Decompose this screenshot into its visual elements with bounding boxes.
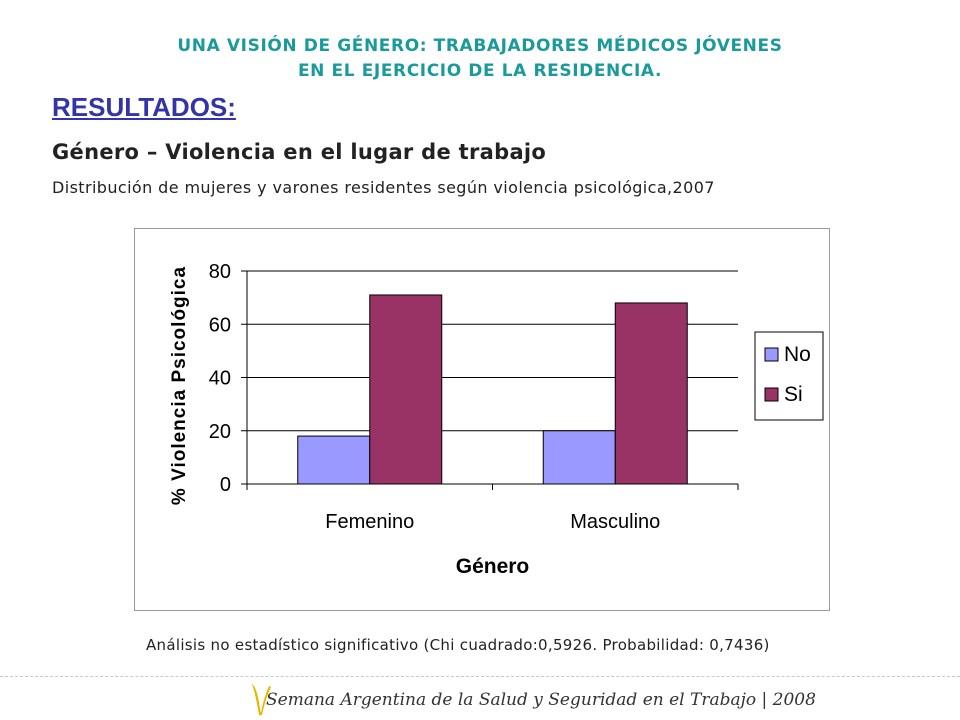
bar-si-femenino	[369, 294, 443, 485]
footer-text: Semana Argentina de la Salud y Seguridad…	[266, 690, 816, 710]
slide-subtitle: Género – Violencia en el lugar de trabaj…	[52, 140, 547, 164]
x-tick-label: Masculino	[570, 511, 660, 533]
section-title: RESULTADOS:	[52, 92, 236, 122]
legend-swatch	[764, 387, 779, 402]
bar-chart: 0 20 40 60 80 Femenino Masculino Género % Violen…	[169, 261, 824, 578]
legend-swatch	[764, 347, 779, 362]
header-title-line2: EN EL EJERCICIO DE LA RESIDENCIA.	[297, 61, 663, 81]
x-axis-label: Género	[456, 555, 530, 578]
bar-no-masculino	[542, 430, 616, 485]
slide-description: Distribución de mujeres y varones reside…	[52, 178, 715, 197]
bar-si-masculino	[614, 302, 688, 485]
y-axis-label: % Violencia Psicológica	[169, 266, 190, 505]
legend-label: Si	[784, 383, 803, 406]
footer-divider	[0, 676, 960, 677]
y-tick-label: 60	[209, 314, 231, 336]
bar-no-femenino	[297, 435, 371, 485]
legend-label: No	[784, 343, 811, 366]
v-letter-logo-icon	[252, 684, 271, 715]
header-title: UNA VISIÓN DE GÉNERO: TRABAJADORES MÉDIC…	[0, 34, 960, 84]
footnote: Análisis no estadístico significativo (C…	[146, 636, 770, 654]
y-tick-label: 80	[209, 261, 231, 283]
header-title-line1: UNA VISIÓN DE GÉNERO: TRABAJADORES MÉDIC…	[177, 36, 783, 56]
y-tick-label: 20	[209, 421, 231, 443]
y-tick-label: 40	[209, 368, 231, 390]
legend-box	[754, 331, 824, 421]
chart-frame: 0 20 40 60 80 Femenino Masculino Género % Violen…	[134, 228, 830, 611]
x-tick-label: Femenino	[325, 511, 414, 533]
y-tick-label: 0	[220, 474, 231, 496]
